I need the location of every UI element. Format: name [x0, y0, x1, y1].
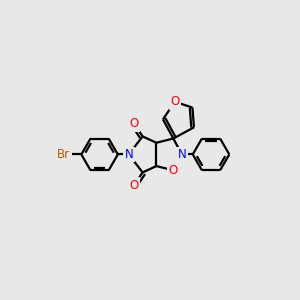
Text: O: O — [130, 117, 139, 130]
Text: N: N — [124, 148, 133, 161]
Text: Br: Br — [57, 148, 70, 161]
Text: N: N — [177, 148, 186, 161]
Text: O: O — [130, 179, 139, 192]
Text: O: O — [170, 95, 179, 108]
Text: O: O — [169, 164, 178, 177]
